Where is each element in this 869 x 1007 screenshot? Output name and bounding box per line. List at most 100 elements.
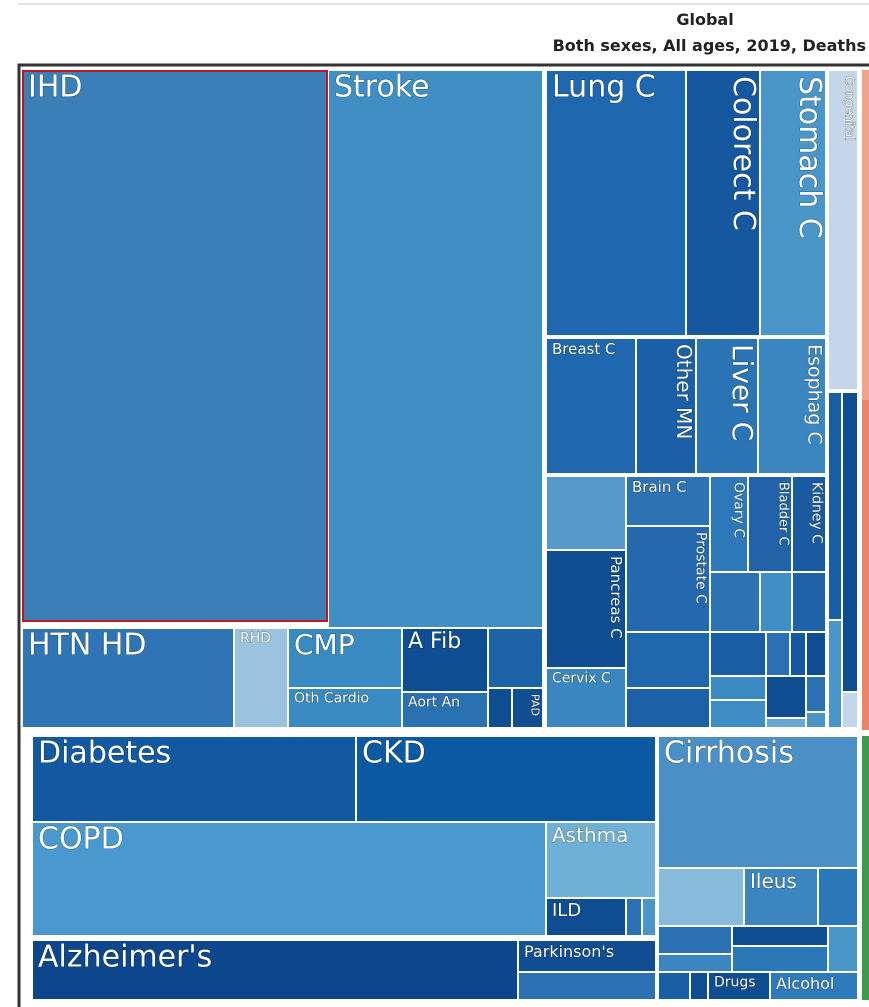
treemap-tile[interactable] xyxy=(807,713,825,727)
treemap-tile[interactable] xyxy=(519,941,655,971)
treemap-tile[interactable] xyxy=(289,629,401,687)
treemap-tile[interactable] xyxy=(547,823,655,897)
tile-label: Alcohol xyxy=(776,974,834,993)
tile-label: Ileus xyxy=(750,869,797,893)
treemap-tile[interactable] xyxy=(711,701,765,727)
tile-label: Cervix C xyxy=(552,671,611,687)
treemap-tile[interactable] xyxy=(627,477,709,525)
treemap-tile[interactable] xyxy=(771,973,857,999)
treemap-tile[interactable] xyxy=(659,973,689,999)
tile-label: Parkinson's xyxy=(524,942,614,961)
treemap-tile[interactable] xyxy=(843,393,857,691)
treemap-tile[interactable] xyxy=(793,573,825,631)
edge-strip xyxy=(862,736,869,1000)
treemap-tile[interactable] xyxy=(691,973,707,999)
treemap-tile[interactable] xyxy=(23,71,327,621)
tile-label: Pancreas C xyxy=(607,556,625,639)
tile-label: A Fib xyxy=(408,629,461,654)
tile-label: Drugs xyxy=(714,975,756,991)
tile-label: Bladder C xyxy=(776,482,791,546)
treemap-tile[interactable] xyxy=(547,477,625,549)
treemap-tile[interactable] xyxy=(403,629,487,691)
treemap-tile[interactable] xyxy=(697,339,757,473)
treemap-tile[interactable] xyxy=(627,899,641,935)
tile-label: Alzheimer's xyxy=(38,940,212,975)
treemap-tile[interactable] xyxy=(547,339,635,473)
tile-label: Liver C xyxy=(726,344,759,441)
treemap-tile[interactable] xyxy=(807,677,825,711)
treemap-tile[interactable] xyxy=(711,677,765,699)
subtitle: Both sexes, All ages, 2019, Deaths xyxy=(553,36,866,55)
treemap-tile[interactable] xyxy=(829,927,857,971)
treemap-tile[interactable] xyxy=(659,927,731,953)
treemap-tile[interactable] xyxy=(659,737,857,867)
tile-label: Diabetes xyxy=(38,736,171,771)
treemap-tile[interactable] xyxy=(637,339,695,473)
treemap-tile[interactable] xyxy=(33,941,517,999)
treemap-tile[interactable] xyxy=(761,573,791,631)
tile-label: Oth Cardio xyxy=(294,691,369,707)
treemap-tile[interactable] xyxy=(289,689,401,727)
tile-label: PAD xyxy=(528,694,541,716)
treemap-tile[interactable] xyxy=(767,677,805,717)
treemap-tile[interactable] xyxy=(711,477,747,571)
treemap-tile[interactable] xyxy=(767,633,789,675)
treemap-tile[interactable] xyxy=(659,869,743,925)
treemap-tile[interactable] xyxy=(33,823,545,935)
treemap-tile[interactable] xyxy=(709,973,769,999)
treemap-tile[interactable] xyxy=(807,633,825,675)
treemap-tile[interactable] xyxy=(759,339,825,473)
tile-label: Ovary C xyxy=(731,482,747,538)
treemap-tile[interactable] xyxy=(711,573,759,631)
treemap-tile[interactable] xyxy=(819,869,857,925)
treemap-tile[interactable] xyxy=(659,955,731,971)
treemap-tile[interactable] xyxy=(627,689,709,727)
treemap-tile[interactable] xyxy=(829,621,841,727)
edge-strip xyxy=(862,400,869,730)
tile-label: Lung C xyxy=(552,70,656,105)
treemap-tile[interactable] xyxy=(627,527,709,631)
treemap-tile[interactable] xyxy=(791,633,805,675)
treemap-tile[interactable] xyxy=(489,689,511,727)
treemap-tile[interactable] xyxy=(733,947,827,971)
treemap-tile[interactable] xyxy=(547,71,685,335)
treemap-tile[interactable] xyxy=(643,899,655,935)
tile-label: Colorect C xyxy=(726,76,761,231)
treemap-tile[interactable] xyxy=(357,737,655,821)
tile-label: Aort An xyxy=(408,695,460,711)
treemap-tile[interactable] xyxy=(687,71,759,335)
treemap-tile[interactable] xyxy=(547,551,625,667)
treemap-tile[interactable] xyxy=(767,719,805,727)
tile-label: CMP xyxy=(294,628,355,661)
tile-label: HTN HD xyxy=(28,628,147,663)
treemap-tile[interactable] xyxy=(843,693,857,727)
title: Global xyxy=(676,10,733,29)
treemap-tile[interactable] xyxy=(547,899,625,935)
treemap-tile[interactable] xyxy=(519,973,655,999)
treemap-tile[interactable] xyxy=(547,669,625,727)
tile-label: RHD xyxy=(240,631,271,647)
tile-label: Stomach C xyxy=(792,76,827,239)
treemap-tile[interactable] xyxy=(513,689,542,727)
treemap-tile[interactable] xyxy=(33,737,355,821)
tile-label: CKD xyxy=(362,736,426,771)
treemap-tile[interactable] xyxy=(793,477,825,571)
tile-label: Other MN xyxy=(672,344,696,439)
tile-label: Kidney C xyxy=(809,482,825,544)
treemap-tile[interactable] xyxy=(403,693,487,727)
treemap-tile[interactable] xyxy=(235,629,287,727)
treemap-tile[interactable] xyxy=(489,629,542,687)
treemap-tile[interactable] xyxy=(627,633,709,687)
treemap-tile[interactable] xyxy=(745,869,817,925)
treemap-tile[interactable] xyxy=(829,393,841,619)
treemap-tile[interactable] xyxy=(711,633,765,675)
treemap-tile[interactable] xyxy=(329,71,542,627)
tile-label: Esophag C xyxy=(803,344,825,445)
treemap-tile[interactable] xyxy=(749,477,791,571)
treemap-tile[interactable] xyxy=(829,71,857,389)
treemap-tile[interactable] xyxy=(733,927,827,945)
tile-label: Breast C xyxy=(552,340,616,358)
tile-label: Congenital xyxy=(843,76,857,141)
treemap-tile[interactable] xyxy=(23,629,233,727)
treemap-tile[interactable] xyxy=(761,71,825,335)
